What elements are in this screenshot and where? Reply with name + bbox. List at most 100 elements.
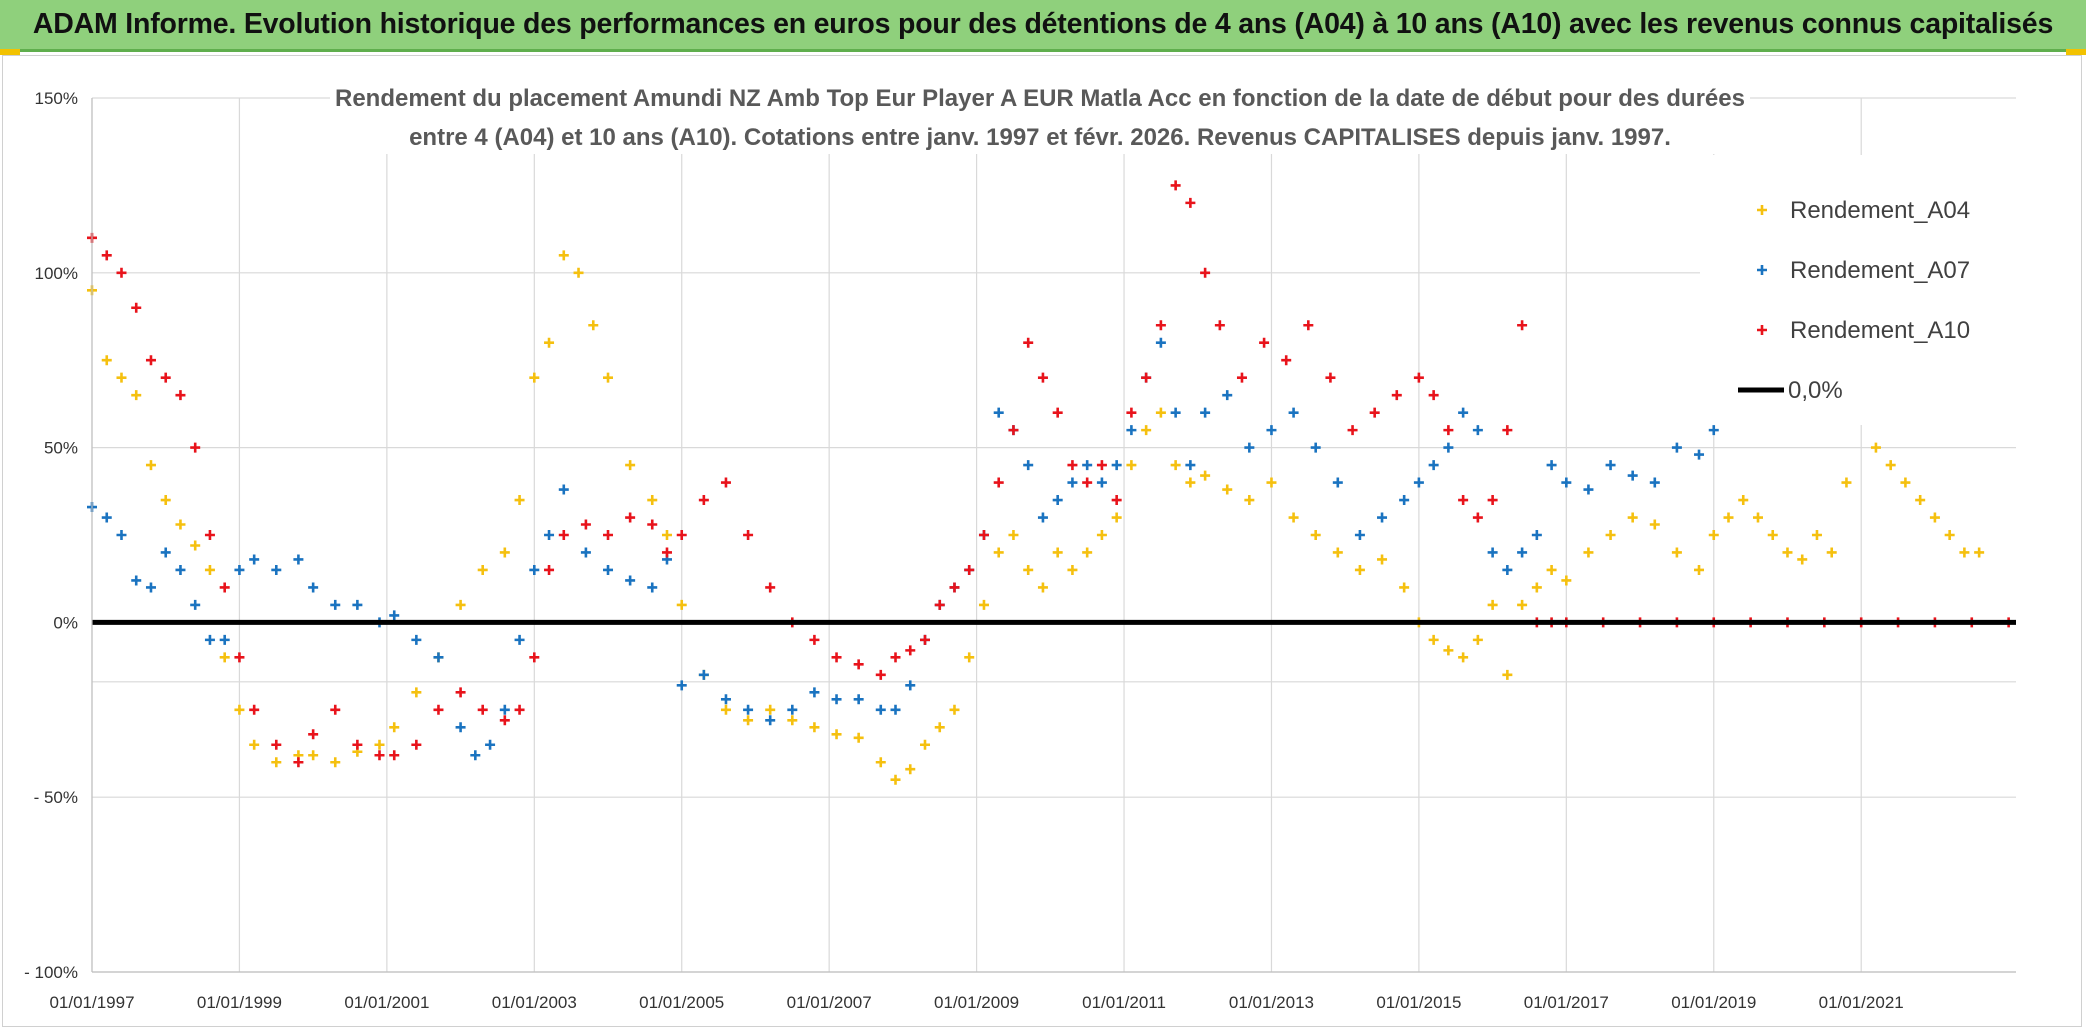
data-point: [116, 530, 127, 540]
data-point: [1310, 442, 1321, 453]
data-point: [1413, 372, 1424, 383]
data-point: [1502, 669, 1513, 680]
series-rendementa04: [87, 250, 1985, 785]
data-point: [647, 495, 658, 506]
data-point: [1244, 495, 1255, 506]
data-point: [455, 687, 466, 698]
data-point: [676, 530, 687, 540]
data-point: [1259, 337, 1270, 348]
data-point: [1303, 320, 1314, 331]
data-point: [499, 547, 510, 558]
data-point: [919, 634, 930, 645]
data-point: [1155, 320, 1166, 331]
data-point: [787, 704, 798, 715]
data-point: [529, 564, 540, 575]
data-point: [603, 372, 614, 383]
data-point: [661, 530, 672, 540]
data-point: [1605, 460, 1616, 471]
data-point: [485, 739, 496, 750]
data-point: [743, 715, 754, 726]
data-point: [647, 519, 658, 530]
legend-label: Rendement_A10: [1790, 317, 1970, 344]
data-point: [625, 460, 636, 471]
data-point: [1443, 442, 1454, 453]
data-point: [1332, 547, 1343, 558]
data-point: [308, 582, 319, 593]
data-point: [1458, 495, 1469, 506]
data-point: [603, 530, 614, 540]
series-rendementa07: [87, 337, 1719, 761]
data-point: [234, 704, 245, 715]
y-tick-label: 0%: [53, 613, 78, 632]
data-point: [890, 652, 901, 663]
data-point: [1605, 530, 1616, 540]
data-point: [1067, 477, 1078, 488]
y-tick-label: - 50%: [34, 788, 78, 807]
data-point: [544, 564, 555, 575]
data-point: [588, 320, 599, 331]
x-tick-label: 01/01/1997: [49, 993, 134, 1012]
data-point: [249, 704, 260, 715]
data-point: [1502, 425, 1513, 436]
data-point: [765, 715, 776, 726]
data-point: [1222, 390, 1233, 401]
data-point: [455, 722, 466, 733]
data-point: [919, 739, 930, 750]
data-point: [1694, 449, 1705, 460]
data-point: [1752, 512, 1763, 523]
data-point: [558, 530, 569, 540]
data-point: [374, 750, 385, 761]
data-point: [190, 540, 201, 551]
data-point: [676, 680, 687, 691]
data-point: [145, 460, 156, 471]
x-tick-label: 01/01/2017: [1524, 993, 1609, 1012]
data-point: [1531, 582, 1542, 593]
data-point: [743, 530, 754, 540]
data-point: [905, 764, 916, 775]
data-point: [330, 704, 341, 715]
data-point: [1023, 564, 1034, 575]
data-point: [743, 704, 754, 715]
x-tick-label: 01/01/2011: [1082, 993, 1166, 1012]
report-title: ADAM Informe. Evolution historique des p…: [32, 8, 2054, 40]
data-point: [1428, 390, 1439, 401]
data-point: [389, 610, 400, 621]
data-point: [352, 739, 363, 750]
data-point: [204, 530, 215, 540]
data-point: [1959, 547, 1970, 558]
data-point: [1185, 197, 1196, 208]
data-point: [1487, 495, 1498, 506]
data-point: [1723, 512, 1734, 523]
data-point: [1399, 582, 1410, 593]
data-point: [1583, 547, 1594, 558]
data-point: [580, 519, 591, 530]
data-point: [1354, 530, 1365, 540]
data-point: [1472, 425, 1483, 436]
data-point: [1428, 634, 1439, 645]
series-layer: [87, 180, 2016, 785]
data-point: [1266, 477, 1277, 488]
data-point: [1546, 564, 1557, 575]
data-point: [1023, 337, 1034, 348]
data-point: [160, 495, 171, 506]
data-point: [993, 407, 1004, 418]
legend-marker: [1757, 325, 1767, 335]
data-point: [470, 750, 481, 761]
data-point: [1236, 372, 1247, 383]
data-point: [1826, 547, 1837, 558]
data-point: [934, 722, 945, 733]
data-point: [1170, 180, 1181, 191]
x-tick-label: 01/01/2001: [344, 993, 429, 1012]
data-point: [720, 704, 731, 715]
data-point: [249, 739, 260, 750]
data-point: [809, 722, 820, 733]
data-point: [1369, 407, 1380, 418]
data-point: [905, 645, 916, 656]
data-point: [514, 495, 525, 506]
chart-subtitle-line-2: entre 4 (A04) et 10 ans (A10). Cotations…: [409, 124, 1671, 151]
y-tick-label: 100%: [35, 264, 78, 283]
data-point: [529, 652, 540, 663]
data-point: [1870, 442, 1881, 453]
data-point: [558, 484, 569, 495]
data-point: [175, 390, 186, 401]
